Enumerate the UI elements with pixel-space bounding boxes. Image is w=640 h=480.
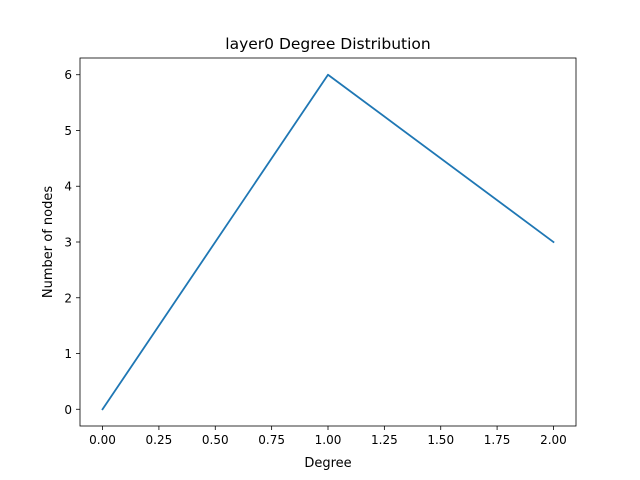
y-tick-label: 5	[64, 124, 72, 138]
y-axis: 0 1 2 3 4 5 6	[64, 68, 80, 417]
series-line	[101, 73, 555, 411]
x-tick-label: 1.00	[315, 433, 342, 447]
plot-area	[101, 73, 555, 411]
x-tick-label: 0.50	[202, 433, 229, 447]
y-tick-label: 6	[64, 68, 72, 82]
y-axis-label: Number of nodes	[41, 186, 56, 298]
x-tick-label: 1.50	[427, 433, 454, 447]
y-tick-label: 2	[64, 291, 72, 305]
x-tick-label: 0.25	[146, 433, 173, 447]
x-tick-label: 1.25	[371, 433, 398, 447]
x-axis: 0.00 0.25 0.50 0.75 1.00 1.25 1.50 1.75 2.00	[89, 426, 567, 447]
x-axis-label: Degree	[304, 456, 351, 471]
plot-frame	[79, 57, 577, 427]
x-tick-label: 1.75	[484, 433, 511, 447]
chart-title: layer0 Degree Distribution	[225, 35, 430, 53]
y-tick-label: 1	[64, 347, 72, 361]
x-tick-label: 2.00	[540, 433, 567, 447]
x-tick-label: 0.00	[89, 433, 116, 447]
y-tick-label: 0	[64, 403, 72, 417]
y-tick-label: 3	[64, 236, 72, 250]
y-tick-label: 4	[64, 180, 72, 194]
x-tick-label: 0.75	[258, 433, 285, 447]
